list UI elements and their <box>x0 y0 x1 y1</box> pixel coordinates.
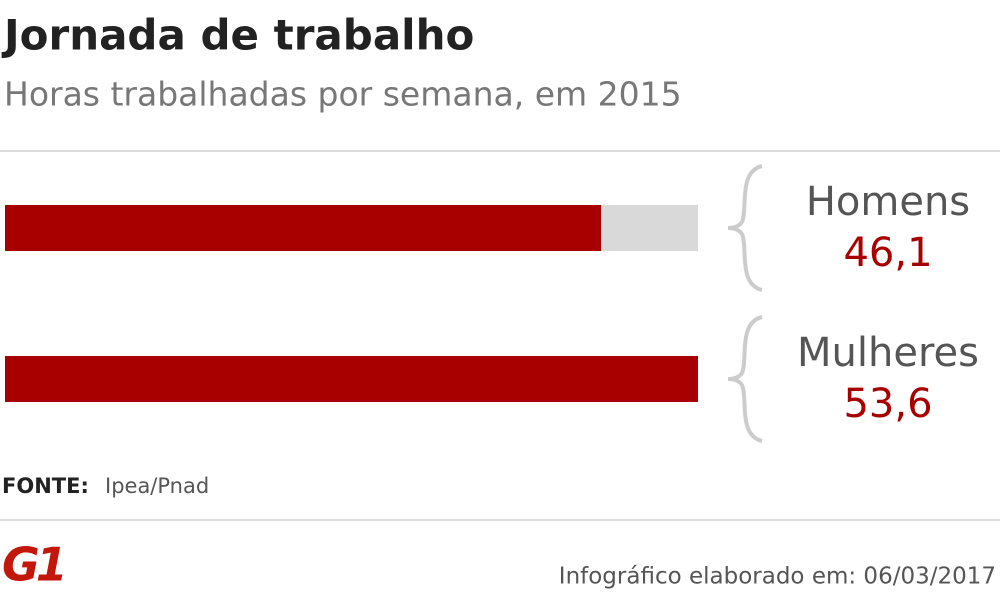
value-label: 53,6 <box>843 381 932 427</box>
category-label: Mulheres <box>797 330 979 376</box>
chart-title: Jornada de trabalho <box>1 11 474 60</box>
source: Ipea/Pnad <box>105 474 209 498</box>
footer: Infográfico elaborado em: 06/03/2017 <box>559 564 996 590</box>
bar <box>5 205 602 251</box>
chart-subtitle: Horas trabalhadas por semana, em 2015 <box>4 75 682 114</box>
bar <box>5 356 698 402</box>
source-label: FONTE: <box>2 474 89 498</box>
brace <box>727 164 763 292</box>
brace <box>727 315 763 443</box>
category-label: Homens <box>806 179 970 225</box>
logo: G1 <box>2 538 64 592</box>
value-label: 46,1 <box>843 230 932 276</box>
